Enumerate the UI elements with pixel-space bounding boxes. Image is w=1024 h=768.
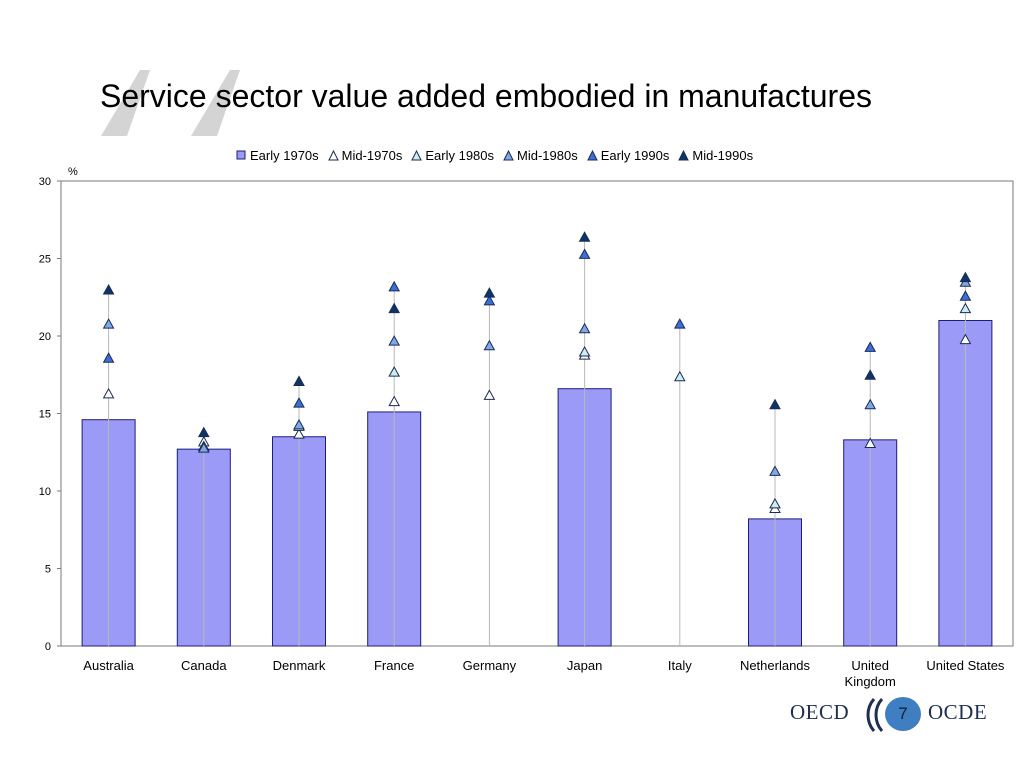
marker-early-1980s bbox=[578, 345, 591, 357]
marker-early-1990s bbox=[959, 290, 972, 301]
marker-mid-1970s bbox=[388, 395, 401, 407]
quote-mark-icon bbox=[101, 70, 240, 136]
y-tick-label: 20 bbox=[39, 331, 51, 343]
legend-triangle-icon bbox=[678, 149, 690, 160]
marker-mid-1970s bbox=[959, 333, 972, 345]
marker-mid-1980s bbox=[197, 442, 210, 453]
marker-early-1980s bbox=[673, 370, 686, 382]
y-tick-label: 5 bbox=[45, 564, 51, 576]
x-tick-label: Netherlands bbox=[740, 658, 811, 673]
x-tick-label: United bbox=[851, 658, 889, 673]
marker-mid-1990s bbox=[293, 375, 305, 386]
x-tick-label: Japan bbox=[567, 658, 602, 673]
marker-mid-1990s bbox=[769, 398, 781, 410]
marker-early-1990s bbox=[102, 352, 115, 363]
x-tick-label: Australia bbox=[83, 658, 134, 673]
x-tick-label: Denmark bbox=[273, 658, 326, 673]
marker-early-1980s bbox=[388, 366, 401, 377]
page-title: Service sector value added embodied in m… bbox=[100, 78, 872, 114]
y-tick-label: 15 bbox=[39, 409, 51, 421]
x-tick-label: Italy bbox=[668, 658, 692, 673]
marker-early-1990s bbox=[483, 294, 496, 306]
marker-early-1990s bbox=[293, 397, 305, 408]
legend-label: Early 1980s bbox=[425, 147, 495, 163]
marker-mid-1980s bbox=[293, 418, 305, 430]
x-tick-label: Germany bbox=[463, 658, 517, 673]
y-tick-label: 25 bbox=[39, 254, 51, 266]
legend-triangle-icon bbox=[586, 149, 598, 160]
y-tick-label: 30 bbox=[39, 176, 51, 188]
y-tick-label: 0 bbox=[45, 641, 51, 653]
page-number: 7 bbox=[885, 697, 921, 731]
marker-mid-1970s bbox=[102, 387, 115, 399]
oecd-swoosh-icon bbox=[866, 698, 884, 732]
legend-triangle-icon bbox=[503, 149, 514, 160]
legend-item: Early 1980s bbox=[411, 148, 494, 163]
marker-early-1990s bbox=[578, 248, 591, 259]
legend-bar-swatch-icon bbox=[236, 150, 246, 159]
legend-label: Early 1970s bbox=[250, 147, 319, 163]
marker-mid-1970s bbox=[293, 428, 305, 439]
marker-mid-1980s bbox=[483, 339, 496, 351]
x-tick-label: Canada bbox=[181, 658, 227, 673]
x-tick-label: France bbox=[374, 658, 414, 673]
y-unit-label: % bbox=[68, 166, 78, 178]
chart-legend: Early 1970s Mid-1970s Early 1980s Mid-1980s… bbox=[236, 146, 753, 164]
marker-mid-1990s bbox=[388, 302, 401, 314]
bar-chart: 0 5 10 15 20 25 30% Australia Canada Denmark Franc… bbox=[39, 166, 1014, 689]
marker-early-1980s bbox=[959, 302, 972, 314]
marker-early-1980s bbox=[769, 497, 781, 509]
marker-early-1990s bbox=[864, 341, 877, 352]
x-tick-label: Kingdom bbox=[845, 674, 896, 689]
marker-mid-1980s bbox=[864, 398, 877, 410]
legend-item: Mid-1980s bbox=[503, 148, 578, 163]
marker-mid-1980s bbox=[102, 318, 115, 329]
logo-text-ocde: OCDE bbox=[928, 700, 988, 724]
legend-item: Mid-1990s bbox=[678, 148, 753, 163]
oecd-logo: OECD 7 OCDE bbox=[788, 696, 998, 734]
marker-mid-1970s bbox=[483, 389, 496, 400]
marker-mid-1980s bbox=[578, 322, 591, 334]
marker-mid-1990s bbox=[864, 369, 877, 380]
legend-label: Mid-1970s bbox=[341, 147, 403, 163]
marker-mid-1990s bbox=[197, 426, 210, 438]
legend-item: Early 1970s bbox=[236, 148, 319, 163]
legend-label: Mid-1980s bbox=[517, 147, 578, 163]
legend-label: Early 1990s bbox=[600, 147, 670, 163]
marker-early-1990s bbox=[673, 318, 686, 329]
logo-text-oecd: OECD bbox=[790, 700, 850, 724]
marker-mid-1970s bbox=[864, 437, 877, 448]
marker-early-1990s bbox=[388, 280, 401, 292]
marker-mid-1990s bbox=[102, 283, 115, 295]
x-tick-label: United States bbox=[926, 658, 1005, 673]
legend-item: Mid-1970s bbox=[327, 147, 403, 163]
marker-mid-1980s bbox=[769, 465, 781, 476]
marker-mid-1980s bbox=[388, 335, 401, 346]
marker-mid-1990s bbox=[578, 231, 591, 242]
legend-item: Early 1990s bbox=[586, 147, 670, 163]
legend-label: Mid-1990s bbox=[692, 147, 754, 163]
y-tick-label: 10 bbox=[39, 486, 51, 498]
marker-mid-1990s bbox=[483, 287, 496, 298]
legend-triangle-icon bbox=[327, 149, 339, 160]
legend-triangle-icon bbox=[411, 149, 423, 160]
marker-mid-1990s bbox=[959, 271, 972, 283]
